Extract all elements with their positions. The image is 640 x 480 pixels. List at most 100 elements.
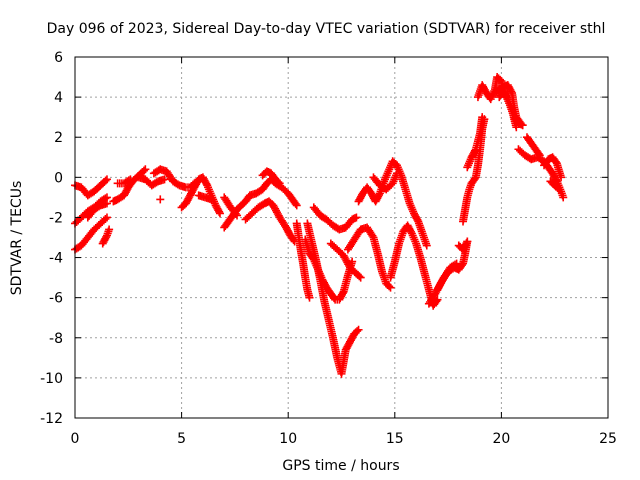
x-tick-label: 5 [177,431,186,447]
data-point [502,93,511,102]
data-point [274,178,283,187]
data-point [452,259,461,268]
data-point [462,239,471,248]
data-point [291,199,300,208]
data-point [385,282,394,291]
data-point [215,209,224,218]
series-track-21 [326,239,365,282]
data-point [355,272,364,281]
series-track-17 [292,219,314,302]
data-point [551,157,560,166]
data-point [126,175,135,184]
plot-frame [74,56,609,419]
x-tick-label: 10 [279,431,297,447]
data-point [141,165,150,174]
data-point [413,215,422,224]
data-point [432,297,441,306]
data-point [292,201,301,210]
axis-ticks [74,56,609,419]
data-point [451,260,460,269]
series-track-16 [258,167,284,188]
series-track-25 [386,221,442,310]
data-point [512,123,521,132]
series-track-34 [522,133,544,160]
data-point [160,175,169,184]
data-point [124,176,133,185]
data-point [463,237,472,246]
x-tick-label: 25 [599,431,617,447]
series-track-23 [354,157,431,250]
data-point [231,209,240,218]
data-point [553,184,562,193]
y-tick-label: 0 [54,170,63,186]
data-point [470,174,479,183]
data-point [392,169,401,178]
y-tick-label: -2 [49,210,63,226]
data-point [139,166,148,175]
data-point [233,211,242,220]
data-point [101,176,110,185]
data-point [507,87,516,96]
data-point [105,225,114,234]
x-tick-label: 0 [71,431,80,447]
data-point [207,195,216,204]
y-tick-label: 2 [54,130,63,146]
data-point [554,185,563,194]
y-tick-label: -8 [49,331,63,347]
data-point [102,199,111,208]
data-point [422,241,431,250]
series-track-36 [540,153,566,182]
data-point [156,195,165,204]
series-track-18 [303,219,363,378]
y-tick-label: -12 [40,411,63,427]
data-point [102,213,111,222]
data-point [551,175,560,184]
series-track-14 [220,193,242,220]
data-point [102,233,111,242]
x-tick-label: 20 [492,431,510,447]
data-point [202,179,211,188]
data-point [457,261,466,270]
series-track-3 [71,213,111,254]
data-point [368,231,377,240]
y-tick-label: -10 [40,371,63,387]
series-track-5 [98,225,114,248]
x-tick-label: 15 [386,431,404,447]
series-track-30 [463,113,487,172]
data-point [215,207,224,216]
series-track-24 [369,169,401,194]
y-tick-label: 6 [54,50,63,66]
data-point [101,214,110,223]
data-point [353,327,362,336]
data-point [338,289,347,298]
data-point [478,113,487,122]
series-track-28 [454,237,472,254]
data-point [102,175,111,184]
series-track-8 [134,173,169,190]
x-axis-label: GPS time / hours [282,458,399,474]
data-point [407,227,416,236]
series-track-10 [156,195,165,204]
series-track-19 [301,235,357,304]
series-track-6 [109,165,150,206]
y-axis-label: SDTVAR / TECUs [9,181,25,296]
data-point [354,325,363,334]
series-track-27 [433,259,461,294]
series-track-37 [546,177,563,194]
data-point [356,273,365,282]
y-tick-label: -6 [49,291,63,307]
axis-tick-labels: 0 5 10 15 20 25 -12 -10 -8 -6 -4 -2 0 2 4 6 [40,50,617,447]
data-point [386,283,395,292]
chart-title: Day 096 of 2023, Sidereal Day-to-day VTE… [47,21,606,37]
series-track-4 [83,199,111,222]
data-points [71,73,568,378]
y-tick-label: 4 [54,90,63,106]
series-track-15 [241,197,299,246]
series-track-29 [459,115,489,226]
series-track-20 [309,203,361,234]
data-point [557,173,566,182]
data-point [375,190,384,199]
data-point [470,146,479,155]
series-track-1 [71,175,111,200]
